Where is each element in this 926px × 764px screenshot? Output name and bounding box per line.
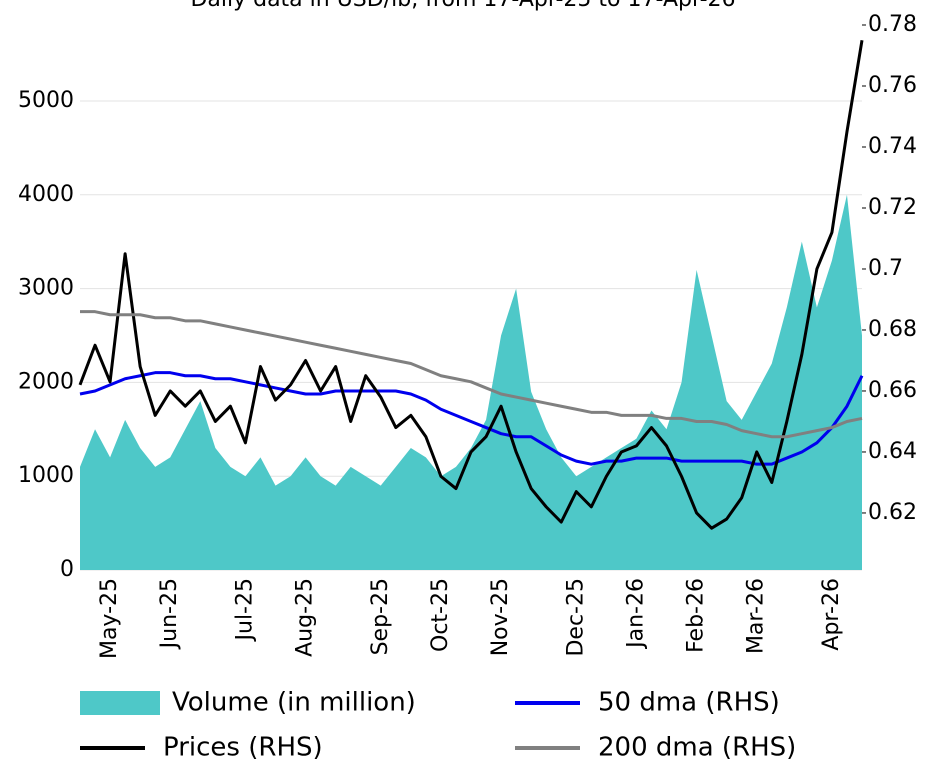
x-tick-label: Jan-26 [623, 578, 648, 650]
x-tick-label: Jun-25 [157, 578, 182, 650]
y-tick-label: 5000 [18, 88, 74, 113]
y-tick-label: 0 [60, 557, 74, 582]
chart-title: Daily data in USD/lb, from 17-Apr-25 to … [190, 0, 735, 12]
y2-tick-label: 0.64 [868, 439, 917, 464]
x-tick-label: Dec-25 [563, 578, 588, 657]
y-tick-label: 1000 [18, 463, 74, 488]
volume-area [80, 194, 862, 570]
y2-tick-label: 0.74 [868, 134, 917, 159]
x-tick-label: Feb-26 [684, 578, 709, 653]
legend-label: Prices (RHS) [163, 733, 323, 763]
y2-tick-label: 0.7 [868, 256, 903, 281]
x-tick-label: Jul-25 [232, 578, 257, 642]
x-tick-label: Sep-25 [368, 578, 393, 655]
x-tick-label: Aug-25 [293, 578, 318, 657]
series-line [79, 371, 864, 466]
y2-tick-label: 0.62 [868, 500, 917, 525]
x-tick-label: Mar-26 [744, 578, 769, 654]
y-tick-label: 4000 [18, 182, 74, 207]
x-tick-label: Oct-25 [428, 578, 453, 652]
series-line [78, 40, 864, 530]
y2-tick-label: 0.78 [868, 12, 917, 37]
y-tick-label: 3000 [18, 276, 74, 301]
legend-label: 200 dma (RHS) [598, 733, 796, 763]
x-tick-label: May-25 [97, 578, 122, 659]
legend-label: Volume (in million) [172, 688, 416, 718]
y2-tick-label: 0.72 [868, 195, 917, 220]
y2-tick-label: 0.68 [868, 317, 917, 342]
series-line [80, 310, 863, 439]
y2-tick-label: 0.76 [868, 73, 917, 98]
x-tick-label: Apr-26 [819, 578, 844, 651]
legend-swatch [80, 691, 160, 715]
y-tick-label: 2000 [18, 369, 74, 394]
x-tick-label: Nov-25 [488, 578, 513, 656]
legend-label: 50 dma (RHS) [598, 688, 780, 718]
y2-tick-label: 0.66 [868, 378, 917, 403]
